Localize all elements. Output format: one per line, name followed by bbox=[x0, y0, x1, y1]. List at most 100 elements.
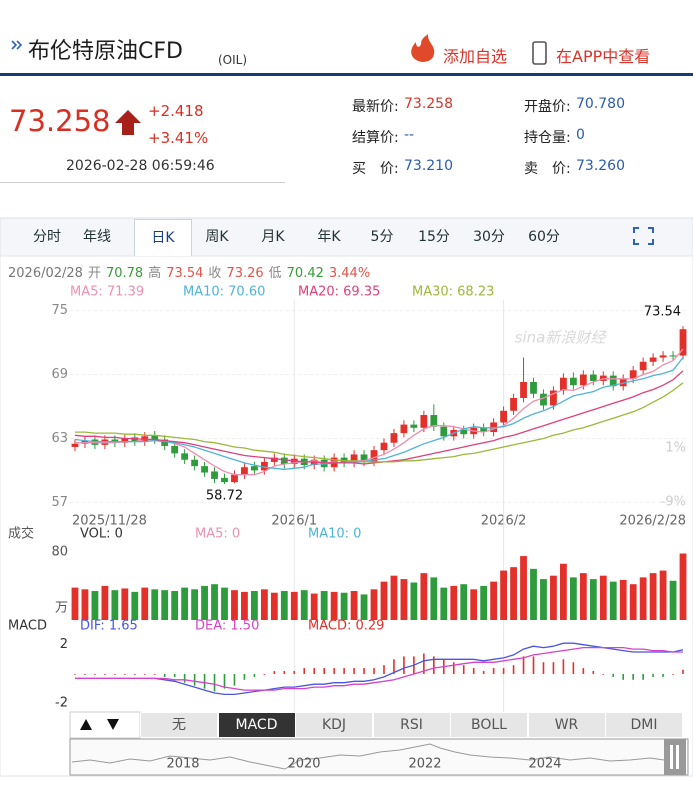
y-tick-label: 2 bbox=[60, 637, 68, 652]
period-tab[interactable]: 30分 bbox=[473, 229, 505, 245]
candle-body bbox=[609, 375, 617, 387]
stat-value: 73.258 bbox=[404, 96, 453, 112]
period-tab[interactable]: 5分 bbox=[370, 229, 394, 245]
macd-bar bbox=[253, 673, 256, 677]
ma-line bbox=[74, 370, 684, 465]
volume-bar bbox=[181, 587, 189, 620]
period-tab[interactable]: 月K bbox=[261, 229, 285, 245]
open-app[interactable]: 在APP中查看 bbox=[556, 47, 651, 66]
macd-line bbox=[75, 646, 683, 691]
macd-bar bbox=[283, 671, 286, 674]
volume-bar bbox=[201, 585, 208, 620]
panel-title: 成交 bbox=[8, 526, 34, 542]
last-price: 73.258 bbox=[9, 104, 111, 138]
nav-buttons bbox=[69, 711, 141, 739]
macd-bar bbox=[403, 656, 405, 674]
stat-value: 73.260 bbox=[576, 158, 625, 174]
volume-bar bbox=[221, 587, 228, 620]
macd-bar bbox=[203, 673, 206, 689]
period-tab[interactable]: 年K bbox=[317, 229, 341, 245]
macd-line bbox=[75, 642, 684, 696]
macd-bar bbox=[94, 673, 96, 675]
volume-legend: VOL: 0 bbox=[80, 527, 123, 542]
x-tick-label: 2026/2/28 bbox=[619, 514, 686, 529]
period-tab[interactable]: 年线 bbox=[83, 229, 111, 245]
ma-line bbox=[75, 382, 684, 463]
period-tab[interactable]: 日K bbox=[134, 219, 192, 256]
add-watchlist[interactable]: 添加自选 bbox=[443, 47, 508, 66]
macd-bar bbox=[303, 668, 306, 674]
macd-bar bbox=[572, 662, 575, 674]
volume-bar bbox=[101, 585, 109, 620]
macd-bar bbox=[183, 673, 186, 683]
macd-bar bbox=[482, 671, 485, 674]
stat-label: 最新价: bbox=[352, 99, 399, 115]
macd-bar bbox=[632, 673, 634, 680]
macd-bar bbox=[84, 673, 86, 675]
candle-body bbox=[171, 445, 179, 454]
y-tick-label: 69 bbox=[51, 367, 68, 382]
y-tick-label: 57 bbox=[51, 495, 68, 510]
stat-label: 开盘价: bbox=[524, 99, 571, 115]
volume-bar bbox=[81, 589, 89, 620]
volume-bar bbox=[649, 573, 657, 620]
volume-bar bbox=[400, 579, 408, 620]
info-change: 3.44% bbox=[328, 266, 371, 281]
volume-bar bbox=[91, 591, 99, 620]
volume-bar bbox=[241, 591, 248, 620]
volume-bar bbox=[440, 587, 448, 620]
candle-body bbox=[131, 437, 139, 442]
indicator-tab[interactable]: BOLL bbox=[450, 713, 527, 737]
indicator-tab[interactable]: 无 bbox=[140, 713, 217, 737]
volume-unit: 万 bbox=[55, 601, 68, 616]
stat-value: 73.210 bbox=[404, 158, 453, 174]
macd-legend: DEA: 1.50 bbox=[195, 619, 259, 634]
stat-value: -- bbox=[404, 127, 415, 143]
volume-bar bbox=[360, 594, 368, 620]
macd-legend: DIF: 1.65 bbox=[80, 619, 138, 634]
volume-bar bbox=[540, 579, 547, 620]
volume-bar bbox=[290, 591, 298, 620]
indicator-tab[interactable]: MACD bbox=[217, 713, 295, 737]
indicator-tab[interactable]: KDJ bbox=[295, 713, 372, 737]
indicator-tab[interactable]: RSI bbox=[372, 713, 450, 737]
scroll-up-button[interactable] bbox=[80, 719, 92, 730]
stat-label: 结算价: bbox=[352, 130, 399, 146]
volume-bar bbox=[390, 575, 398, 620]
macd-bar bbox=[243, 673, 246, 680]
stat-label: 持仓量: bbox=[524, 130, 571, 146]
macd-bar bbox=[143, 673, 146, 675]
volume-bar bbox=[310, 593, 318, 620]
period-tab[interactable]: 周K bbox=[205, 229, 229, 245]
volume-bar bbox=[121, 588, 129, 620]
navigator-grip bbox=[670, 745, 673, 769]
indicator-tab[interactable]: WR bbox=[527, 713, 605, 737]
instrument-title: 布伦特原油CFD bbox=[28, 39, 183, 64]
volume-bar bbox=[350, 591, 358, 620]
stat-label: 买 价: bbox=[352, 161, 399, 177]
macd-bar bbox=[124, 673, 126, 675]
fullscreen-icon[interactable] bbox=[633, 227, 654, 245]
navigator-handle[interactable] bbox=[664, 739, 686, 775]
volume-bar bbox=[370, 589, 378, 620]
macd-bar bbox=[353, 668, 355, 674]
y-tick-label: 75 bbox=[51, 303, 68, 318]
volume-bar bbox=[550, 575, 557, 620]
volume-bar bbox=[251, 591, 258, 620]
navigator[interactable] bbox=[69, 738, 689, 776]
scroll-down-button[interactable] bbox=[107, 719, 119, 730]
period-tab[interactable]: 分时 bbox=[33, 229, 61, 245]
period-tab[interactable]: 15分 bbox=[418, 229, 450, 245]
candle-body bbox=[560, 377, 567, 391]
indicator-tab[interactable]: DMI bbox=[605, 713, 682, 737]
candle-body bbox=[231, 474, 238, 483]
macd-bar bbox=[263, 673, 266, 675]
candle-body bbox=[520, 382, 527, 398]
period-tab[interactable]: 60分 bbox=[528, 229, 560, 245]
y-tick-label: 80 bbox=[51, 544, 68, 559]
candle-body bbox=[440, 426, 448, 437]
macd-bar bbox=[343, 668, 345, 674]
x-tick-label: 2025/11/28 bbox=[72, 514, 147, 529]
macd-bar bbox=[233, 673, 236, 686]
macd-bar bbox=[423, 653, 425, 674]
